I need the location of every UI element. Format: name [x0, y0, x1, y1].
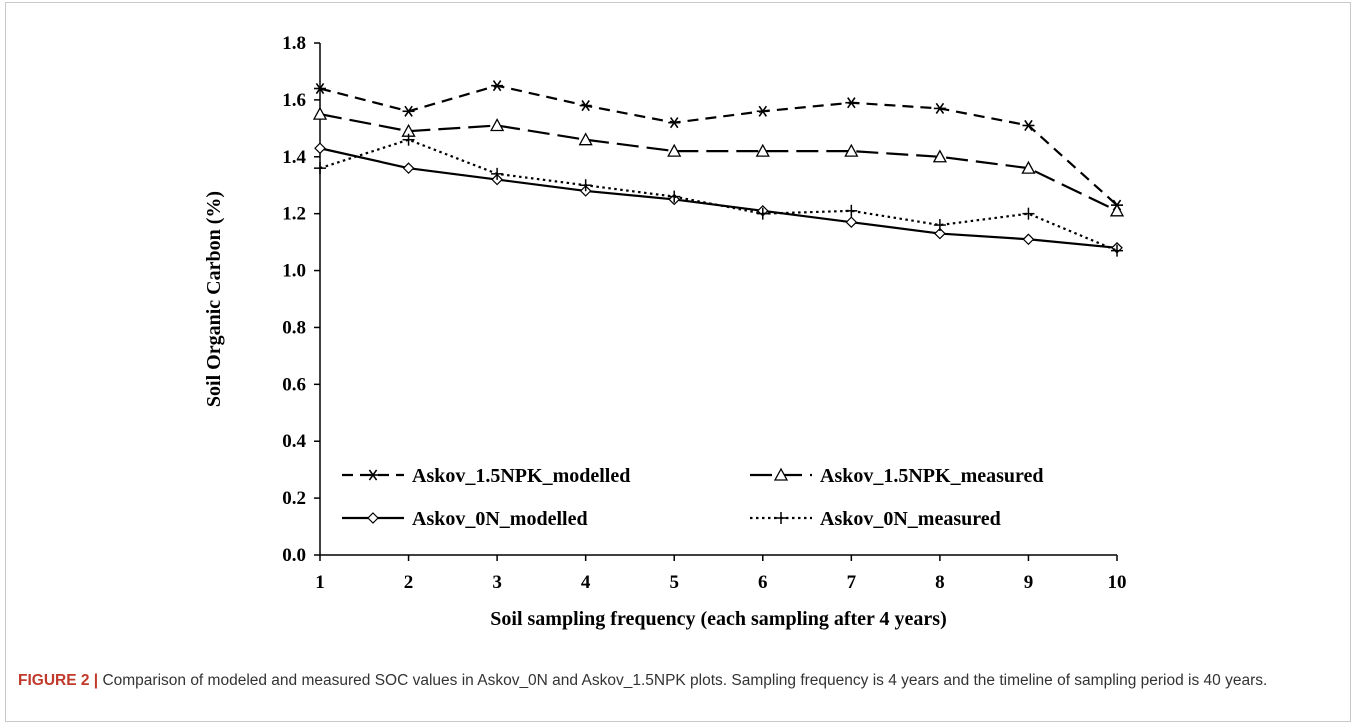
triangle-marker	[667, 143, 682, 157]
y-tick-label: 0.6	[282, 374, 306, 395]
legend-label: Askov_0N_measured	[820, 508, 1001, 530]
asterisk-marker	[1022, 119, 1035, 132]
x-tick-label: 10	[1108, 572, 1127, 593]
legend-item: Askov_0N_measured	[750, 508, 1001, 530]
x-tick-label: 2	[404, 572, 414, 593]
triangle-marker	[755, 143, 770, 157]
chart-axes	[319, 43, 1117, 556]
triangle-marker	[578, 132, 593, 146]
series-line	[319, 84, 1118, 206]
triangle-marker	[773, 467, 789, 481]
y-tick-label: 1.2	[282, 204, 306, 225]
chart-series	[312, 80, 1125, 257]
series-4	[314, 133, 1123, 257]
plus-marker	[668, 190, 681, 203]
series-line	[319, 147, 1118, 249]
x-tick-label: 4	[581, 572, 591, 593]
diamond-marker	[934, 227, 946, 240]
y-tick-label: 1.0	[282, 261, 306, 282]
x-tick-label: 7	[847, 572, 857, 593]
caption-text: Comparison of modeled and measured SOC v…	[98, 672, 1268, 689]
series-1	[314, 80, 1123, 211]
triangle-marker	[1109, 203, 1125, 217]
x-tick-label: 3	[492, 572, 502, 593]
diamond-marker	[1022, 233, 1035, 246]
y-tick-label: 0.2	[282, 488, 306, 509]
x-axis-title: Soil sampling frequency (each sampling a…	[490, 608, 946, 630]
legend-item: Askov_1.5NPK_modelled	[342, 465, 630, 487]
asterisk-marker	[668, 117, 681, 129]
series-2	[312, 106, 1125, 217]
plus-marker	[314, 162, 326, 175]
asterisk-marker	[756, 105, 769, 117]
x-tick-label: 9	[1024, 572, 1034, 593]
triangle-marker	[1021, 160, 1036, 174]
y-tick-label: 1.6	[282, 90, 306, 111]
plus-marker	[775, 512, 787, 524]
series-line	[319, 113, 1118, 212]
asterisk-marker	[845, 97, 858, 109]
legend-label: Askov_1.5NPK_measured	[820, 465, 1044, 487]
plus-marker	[756, 207, 769, 220]
y-tick-label: 0.0	[282, 545, 306, 566]
legend-label: Askov_1.5NPK_modelled	[412, 465, 630, 487]
asterisk-marker	[579, 100, 592, 112]
plus-marker	[1022, 207, 1035, 220]
asterisk-marker	[367, 469, 379, 481]
plus-marker	[579, 179, 592, 192]
plus-marker	[933, 219, 946, 232]
figure-label: FIGURE 2 |	[18, 672, 99, 689]
x-tick-label: 8	[935, 572, 945, 593]
diamond-marker	[402, 162, 415, 175]
legend-label: Askov_0N_modelled	[412, 508, 588, 530]
triangle-marker	[932, 149, 947, 163]
figure-caption: FIGURE 2 | Comparison of modeled and mea…	[18, 670, 1338, 692]
diamond-marker	[367, 512, 379, 524]
series-3	[314, 142, 1123, 254]
plus-marker	[491, 167, 504, 180]
asterisk-marker	[402, 105, 415, 117]
plus-marker	[402, 133, 415, 146]
asterisk-marker	[314, 82, 326, 95]
y-axis-title: Soil Organic Carbon (%)	[203, 191, 225, 407]
legend-item: Askov_0N_modelled	[342, 508, 588, 530]
asterisk-marker	[933, 102, 946, 114]
series-line	[319, 138, 1118, 252]
y-tick-label: 1.4	[282, 147, 306, 168]
y-tick-label: 0.8	[282, 317, 306, 338]
y-tick-label: 1.8	[282, 33, 306, 54]
plus-marker	[845, 204, 858, 217]
y-tick-label: 0.4	[282, 431, 306, 452]
triangle-marker	[312, 106, 328, 120]
chart-legend: Askov_1.5NPK_modelled Askov_1.5NPK_measur…	[342, 465, 1044, 530]
diamond-marker	[845, 216, 858, 229]
plus-marker	[1111, 244, 1123, 257]
asterisk-marker	[491, 80, 504, 92]
line-chart: 0.0 0.2 0.4 0.6 0.8 1.0 1.2 1.4 1.6 1.8 1 2 3 4 5 6 7 8 9 1…	[203, 33, 1127, 630]
triangle-marker	[844, 143, 859, 157]
legend-item: Askov_1.5NPK_measured	[750, 465, 1044, 487]
diamond-marker	[314, 142, 326, 155]
x-tick-label: 5	[669, 572, 679, 593]
chart-ticks: 0.0 0.2 0.4 0.6 0.8 1.0 1.2 1.4 1.6 1.8 1 2 3 4 5 6 7 8 9 1…	[282, 33, 1126, 593]
triangle-marker	[490, 118, 505, 132]
x-tick-label: 6	[758, 572, 768, 593]
x-tick-label: 1	[315, 572, 325, 593]
